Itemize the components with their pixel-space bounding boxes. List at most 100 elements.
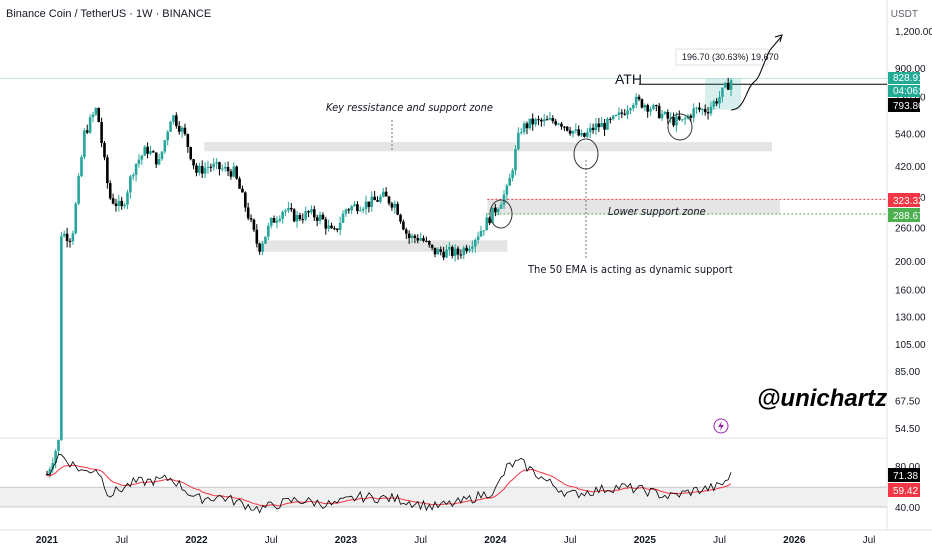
candle [51,463,55,470]
candle [626,110,629,115]
candle [68,240,72,242]
candle [534,119,537,125]
x-tick-label: 2022 [185,535,208,546]
candle [88,117,92,133]
candle [551,118,555,122]
ema-note-label: The 50 EMA is acting as dynamic support [527,263,733,276]
candle [140,155,144,160]
candle [548,118,552,120]
rsi-badge: 71.38 [893,471,918,482]
candle [692,108,695,118]
price-badges: 828.91 04:06:00 793.86 323.32 288.67 71.38 59.… [888,72,932,497]
candle [660,113,664,119]
candle [267,225,270,237]
candle [597,123,601,128]
lower-zone-label: Lower support zone [608,205,706,218]
candle [419,238,422,241]
key-zone-band [204,142,773,152]
candle [290,208,293,210]
candle [663,112,667,114]
candle [502,194,506,205]
candle [396,203,399,215]
candle [315,217,319,221]
candle [123,204,126,207]
candle [189,147,193,160]
candle [381,191,385,197]
candle [175,115,178,126]
candle [701,108,704,110]
candle [74,203,78,234]
candle [215,162,218,164]
candle [413,235,417,239]
rsi-ma-line [46,464,732,507]
candle [195,165,198,173]
candle [384,191,388,197]
candle [540,119,543,122]
candle [62,233,66,237]
chart-frame [0,0,932,531]
candle [433,247,437,255]
candle [709,106,713,114]
y-tick-label: 540.00 [895,130,926,141]
candle [522,123,526,133]
candle [528,118,532,129]
currency-label[interactable]: USDT [890,9,918,20]
candle [542,119,546,122]
candle [287,208,290,211]
candle [83,130,86,158]
y-tick-label: 160.00 [895,286,926,297]
candle [304,211,307,220]
candle [453,248,457,256]
candle [683,118,687,120]
candle [370,196,374,207]
bottom-zone-band [256,240,508,252]
candle [729,80,733,90]
candle [404,229,408,234]
candle [186,134,190,148]
candle [192,159,195,166]
candle [422,238,425,241]
y-tick-label: 260.00 [895,223,926,234]
candle [393,203,397,208]
candle [723,82,727,88]
candle [479,231,483,237]
candle [223,167,227,169]
candle [149,151,152,154]
candle [106,157,109,184]
candle [295,214,299,222]
candle [129,176,132,193]
candle [574,129,578,131]
candle [462,247,466,256]
candle [669,117,672,119]
candle [330,225,333,229]
candle [646,105,649,112]
x-tick-label: 2024 [484,535,507,546]
candle [485,217,489,231]
lower-support-band [487,199,780,214]
candle [126,192,129,205]
candle [640,99,644,108]
y-tick-label: 130.00 [895,312,926,323]
last-price-badge-bg [888,72,920,84]
candle [606,118,609,130]
candle [617,112,621,116]
candle [97,107,101,123]
time-axis[interactable]: 2021 Jul 2022 Jul 2023 Jul 2024 Jul 2025 Jul 2026 J… [36,535,876,546]
candle [180,127,184,132]
candle [172,115,175,122]
candle [537,119,540,121]
resistance-badge-bg [888,193,920,207]
rsi-tick-label: 40.00 [895,503,920,514]
candle [353,204,356,207]
candle [531,118,535,125]
candle [571,130,575,134]
candle [459,254,463,256]
candle [721,87,724,97]
candle [307,211,310,213]
candle [350,206,353,211]
candle [120,200,124,207]
rsi-pane [0,453,887,514]
candle [609,118,612,120]
candle [301,219,305,221]
